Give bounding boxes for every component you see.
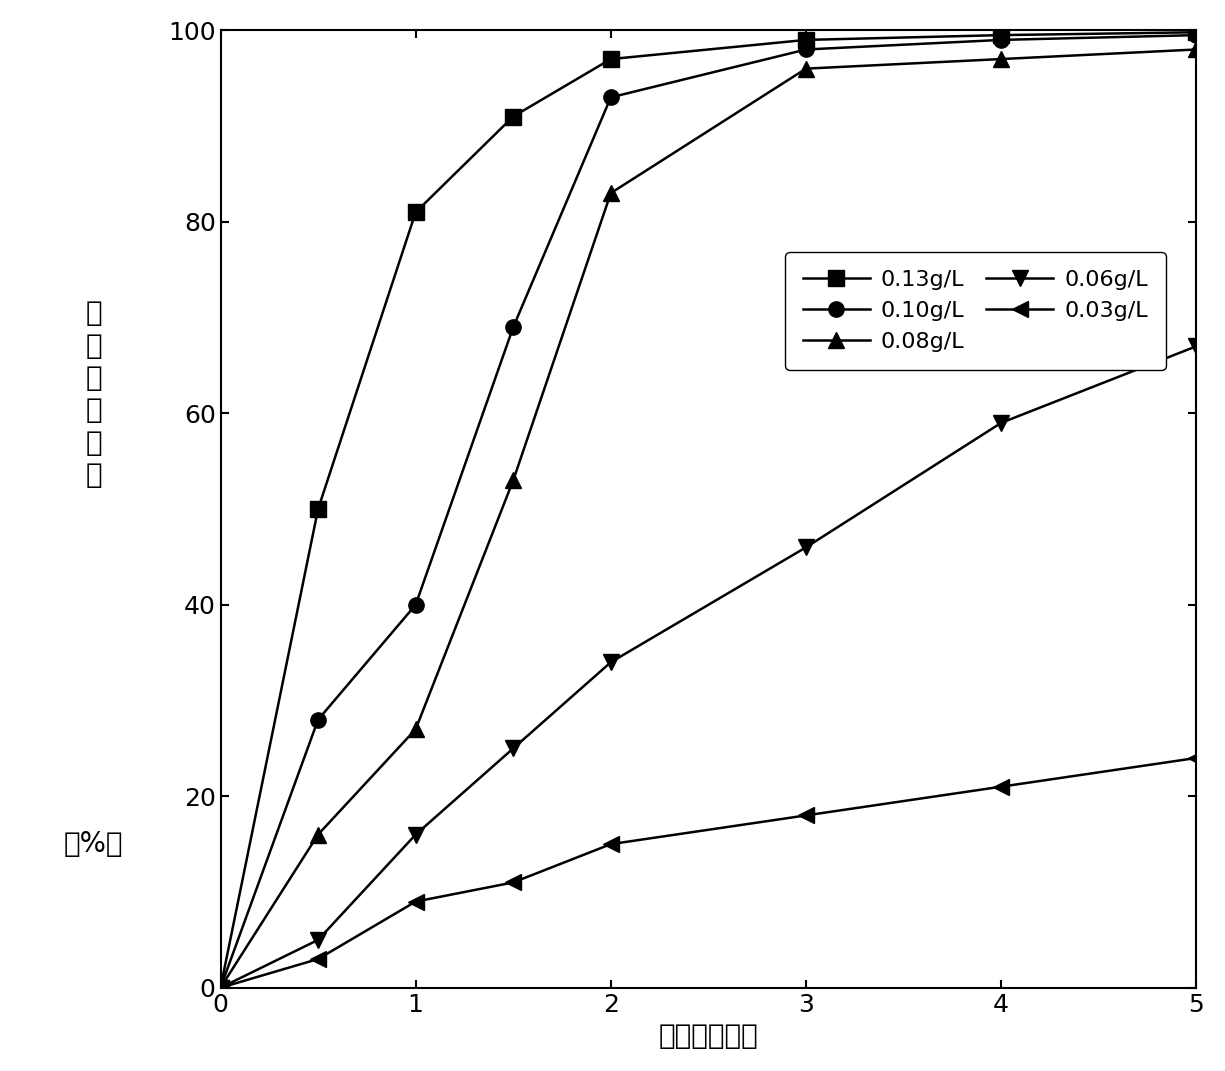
0.08g/L: [213, 981, 228, 994]
0.10g/L: [1189, 29, 1204, 42]
0.08g/L: [311, 828, 326, 841]
0.13g/L: [213, 981, 228, 994]
Line: 0.10g/L: 0.10g/L: [213, 28, 1204, 995]
0.08g/L: [506, 473, 521, 486]
X-axis label: 时间（分钟）: 时间（分钟）: [659, 1022, 758, 1051]
Line: 0.03g/L: 0.03g/L: [213, 751, 1204, 995]
0.03g/L: [993, 781, 1008, 794]
0.08g/L: [799, 62, 813, 75]
0.03g/L: [604, 838, 619, 850]
0.08g/L: [604, 186, 619, 199]
0.08g/L: [1189, 43, 1204, 56]
0.03g/L: [799, 809, 813, 821]
Line: 0.06g/L: 0.06g/L: [213, 338, 1204, 995]
0.10g/L: [993, 33, 1008, 46]
0.06g/L: [506, 742, 521, 755]
0.13g/L: [506, 110, 521, 123]
0.10g/L: [604, 91, 619, 104]
0.08g/L: [408, 723, 423, 736]
0.13g/L: [604, 52, 619, 65]
0.10g/L: [408, 599, 423, 612]
0.06g/L: [799, 541, 813, 554]
0.10g/L: [506, 320, 521, 333]
0.03g/L: [408, 895, 423, 908]
0.13g/L: [1189, 26, 1204, 39]
0.06g/L: [1189, 340, 1204, 352]
Line: 0.08g/L: 0.08g/L: [213, 42, 1204, 995]
0.06g/L: [213, 981, 228, 994]
Line: 0.13g/L: 0.13g/L: [213, 25, 1204, 995]
Text: 甲
硝
唑
去
除
率: 甲 硝 唑 去 除 率: [86, 299, 102, 489]
0.13g/L: [311, 502, 326, 515]
0.06g/L: [311, 934, 326, 947]
0.03g/L: [213, 981, 228, 994]
0.10g/L: [311, 713, 326, 726]
0.03g/L: [311, 952, 326, 965]
0.03g/L: [506, 876, 521, 889]
0.06g/L: [408, 828, 423, 841]
0.10g/L: [213, 981, 228, 994]
Text: （%）: （%）: [64, 830, 124, 858]
0.13g/L: [408, 206, 423, 218]
0.06g/L: [604, 655, 619, 668]
0.10g/L: [799, 43, 813, 56]
0.03g/L: [1189, 752, 1204, 765]
Legend: 0.13g/L, 0.10g/L, 0.08g/L, 0.06g/L, 0.03g/L: 0.13g/L, 0.10g/L, 0.08g/L, 0.06g/L, 0.03…: [785, 252, 1166, 369]
0.13g/L: [993, 29, 1008, 42]
0.13g/L: [799, 33, 813, 46]
0.08g/L: [993, 52, 1008, 65]
0.06g/L: [993, 417, 1008, 429]
